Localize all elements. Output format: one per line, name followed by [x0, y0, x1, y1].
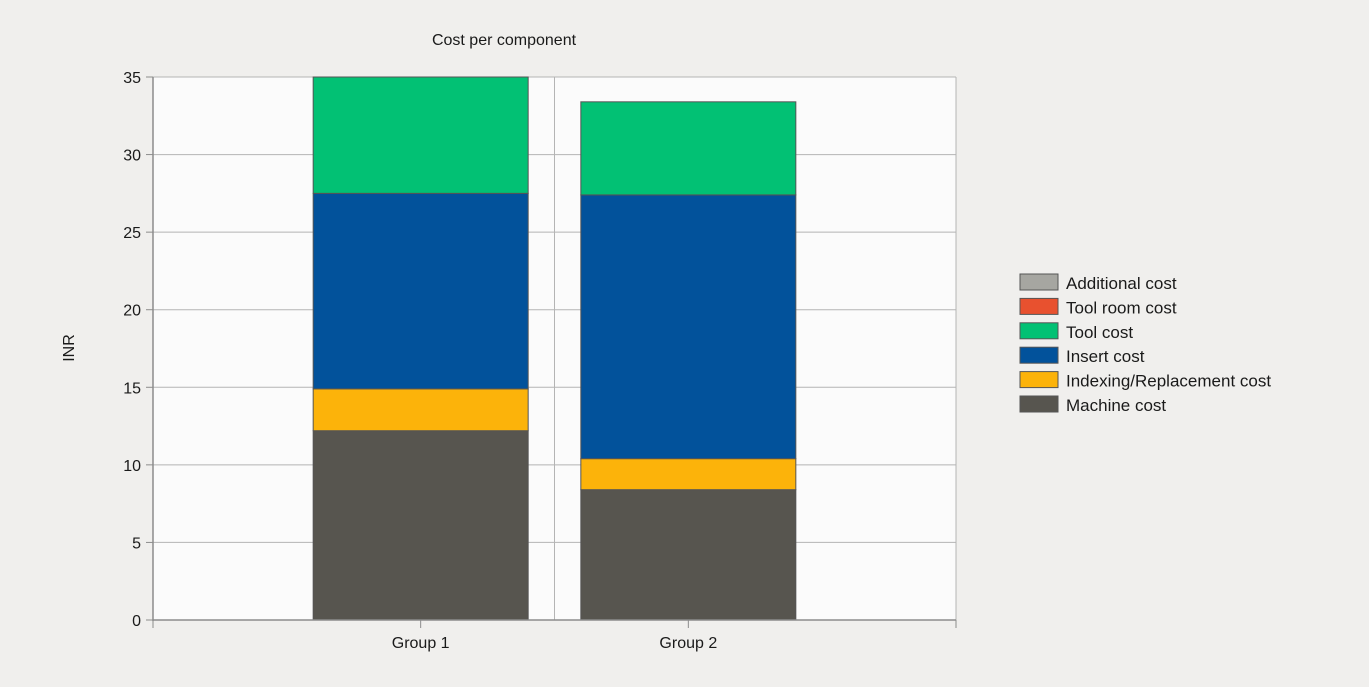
legend-swatch: [1019, 346, 1059, 364]
plot-area: 0 5 10 15 20 25 30 35 Group 1 Group 2: [123, 70, 957, 652]
y-tick-label: 30: [123, 148, 141, 165]
legend-swatch: [1019, 273, 1059, 291]
legend-label: Machine cost: [1066, 396, 1166, 415]
y-tick-label: 10: [123, 458, 141, 475]
legend-swatch: [1019, 297, 1059, 315]
legend-swatch: [1019, 322, 1059, 340]
y-tick-label: 35: [123, 70, 141, 87]
y-tick-label: 15: [123, 380, 141, 397]
bar-segment: [312, 430, 529, 621]
chart-title: Cost per component: [432, 32, 577, 49]
legend-label: Indexing/Replacement cost: [1066, 372, 1271, 391]
legend: Additional cost Tool room cost Tool cost In…: [1019, 273, 1271, 415]
x-tick-label: Group 2: [659, 635, 717, 652]
legend-swatch: [1019, 395, 1059, 413]
y-tick-label: 5: [132, 535, 141, 552]
y-tick-label: 0: [132, 613, 141, 630]
legend-label: Insert cost: [1066, 347, 1145, 366]
legend-label: Additional cost: [1066, 274, 1177, 293]
bar-segment: [580, 101, 797, 196]
legend-label: Tool room cost: [1066, 298, 1177, 317]
y-tick-label: 25: [123, 225, 141, 242]
legend-swatch: [1019, 371, 1059, 389]
bar-segment: [580, 489, 797, 621]
legend-label: Tool cost: [1066, 323, 1133, 342]
y-tick-label: 20: [123, 303, 141, 320]
y-axis-title: INR: [61, 334, 78, 362]
bar-segment: [312, 192, 529, 390]
bar-segment: [580, 458, 797, 491]
x-tick-label: Group 1: [392, 635, 450, 652]
bar-segment: [312, 388, 529, 432]
bar-segment: [312, 76, 529, 194]
bar-segment: [580, 194, 797, 460]
